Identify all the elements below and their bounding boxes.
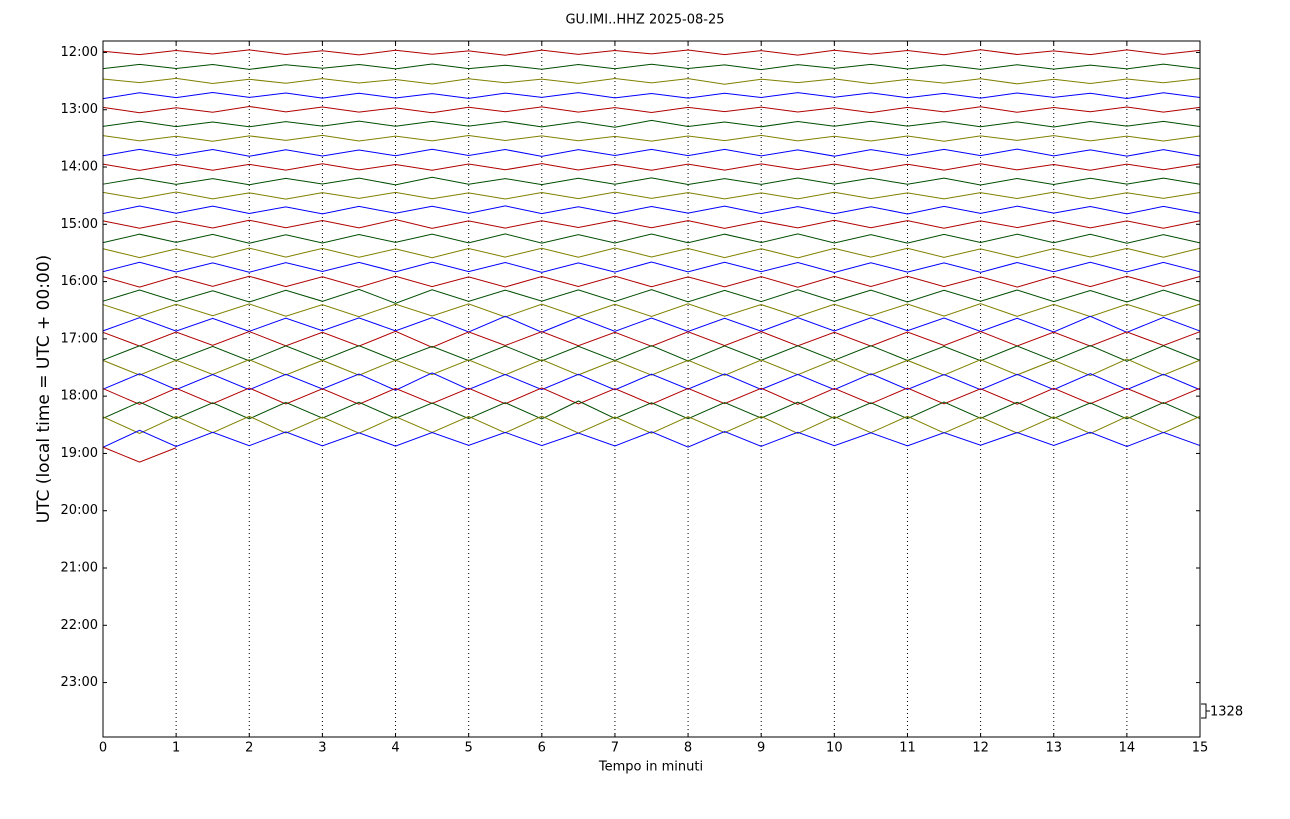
y-tick-label: 15:00	[61, 217, 98, 232]
trace	[102, 387, 1201, 405]
y-axis-label: UTC (local time = UTC + 00:00)	[34, 255, 54, 524]
x-tick-label: 8	[684, 741, 692, 756]
x-tick-label: 3	[318, 741, 326, 756]
trace	[102, 77, 1201, 85]
plot-area	[102, 41, 1201, 737]
trace	[102, 330, 1201, 348]
y-tick-label: 18:00	[61, 389, 98, 404]
trace	[102, 148, 1201, 157]
x-tick-label: 12	[972, 741, 989, 756]
trace	[102, 275, 1201, 288]
x-tick-label: 9	[757, 741, 765, 756]
x-axis-label: Tempo in minuti	[598, 760, 703, 775]
x-tick-label: 14	[1119, 741, 1136, 756]
y-tick-label: 13:00	[61, 102, 98, 117]
y-tick-label: 14:00	[61, 160, 98, 175]
scale-bar	[1201, 703, 1210, 719]
trace	[102, 91, 1201, 100]
trace	[102, 344, 1201, 362]
x-tick-label: 4	[391, 741, 399, 756]
trace	[102, 261, 1201, 273]
x-tick-label: 10	[826, 741, 843, 756]
trace	[102, 415, 1201, 435]
trace	[102, 119, 1201, 128]
scale-label: 1328	[1210, 705, 1243, 720]
trace	[102, 315, 1201, 333]
trace	[102, 105, 1201, 114]
x-tick-label: 0	[99, 741, 107, 756]
x-tick-label: 5	[465, 741, 473, 756]
trace	[102, 163, 1201, 171]
x-tick-label: 11	[899, 741, 916, 756]
trace	[102, 247, 1201, 259]
x-tick-label: 15	[1192, 741, 1209, 756]
y-tick-label: 21:00	[61, 561, 98, 576]
trace	[102, 205, 1201, 215]
trace	[102, 63, 1201, 71]
trace	[102, 233, 1201, 244]
trace	[102, 446, 177, 463]
y-tick-label: 16:00	[61, 274, 98, 289]
axes-frame	[102, 40, 1201, 738]
x-tick-label: 2	[245, 741, 253, 756]
x-tick-label: 1	[172, 741, 180, 756]
x-tick-label: 7	[611, 741, 619, 756]
x-tick-label: 6	[538, 741, 546, 756]
y-tick-label: 23:00	[61, 675, 98, 690]
y-tick-label: 20:00	[61, 503, 98, 518]
trace	[102, 176, 1201, 186]
y-tick-label: 19:00	[61, 446, 98, 461]
x-tick-label: 13	[1045, 741, 1062, 756]
trace	[102, 429, 1201, 448]
trace	[102, 191, 1201, 200]
chart-title: GU.IMI..HHZ 2025-08-25	[565, 13, 724, 28]
trace	[102, 400, 1201, 420]
trace	[102, 134, 1201, 142]
trace	[102, 358, 1201, 377]
y-tick-label: 17:00	[61, 331, 98, 346]
trace	[102, 303, 1201, 318]
y-tick-label: 12:00	[61, 45, 98, 60]
trace	[102, 372, 1201, 391]
trace	[102, 288, 1201, 304]
y-tick-label: 22:00	[61, 618, 98, 633]
trace	[102, 219, 1201, 229]
trace	[102, 49, 1201, 56]
